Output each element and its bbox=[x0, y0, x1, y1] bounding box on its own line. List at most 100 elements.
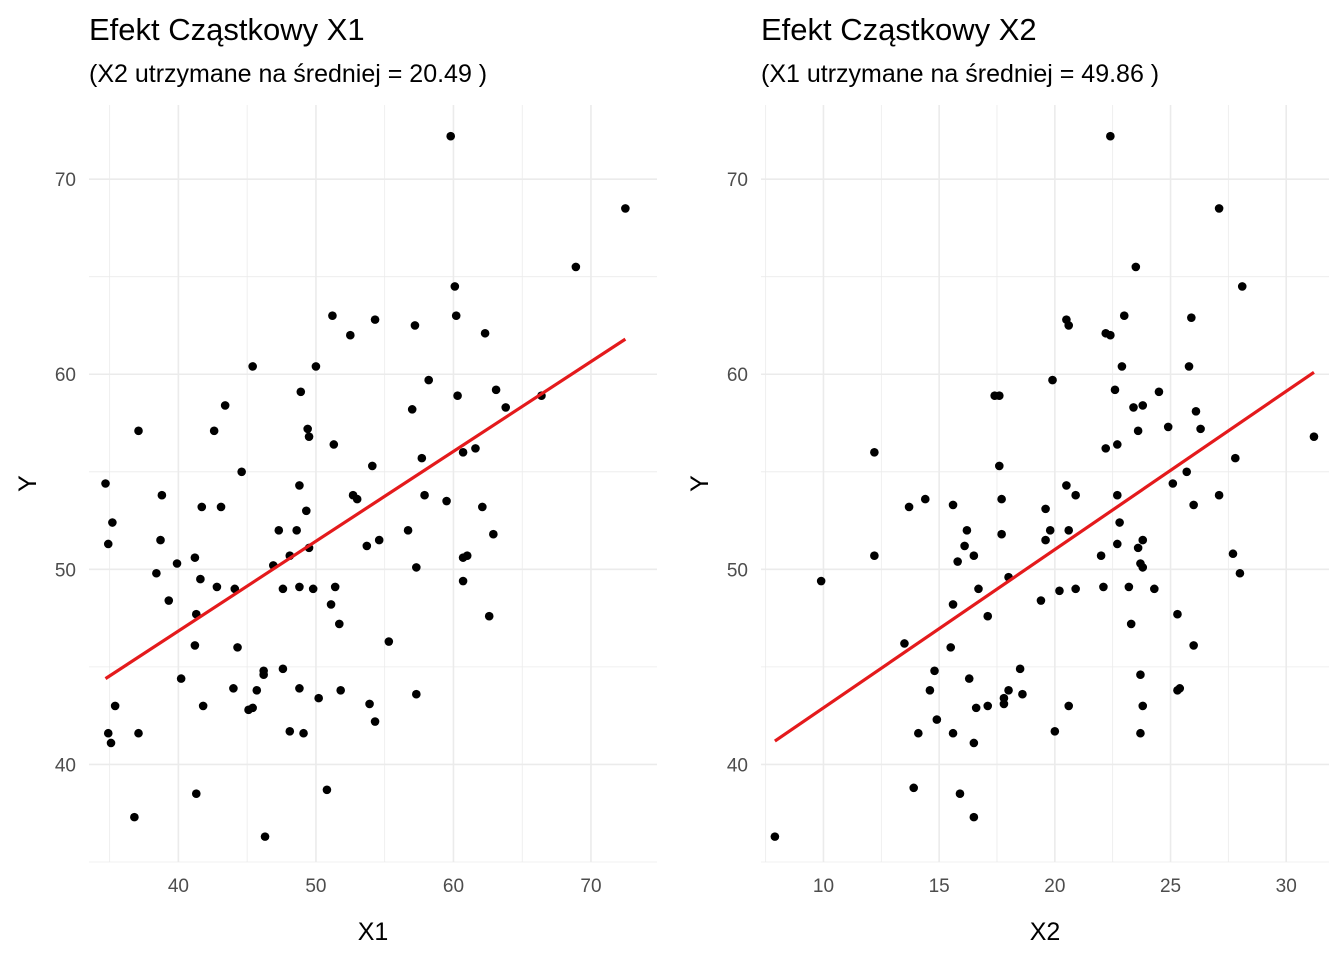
data-point bbox=[260, 832, 270, 841]
data-point bbox=[1115, 518, 1124, 527]
data-point bbox=[110, 701, 120, 711]
data-point bbox=[451, 311, 461, 321]
data-point bbox=[314, 693, 323, 703]
scatter-plot-x2: 10 15 20 25 30 40 50 60 70 X2 Y bbox=[686, 105, 1329, 946]
data-point bbox=[352, 494, 362, 504]
data-point bbox=[1133, 543, 1143, 553]
data-point bbox=[108, 518, 117, 527]
data-point bbox=[900, 639, 909, 648]
data-point bbox=[1173, 609, 1182, 619]
data-point bbox=[410, 321, 420, 330]
data-point bbox=[953, 557, 962, 566]
data-point bbox=[233, 643, 242, 652]
y-axis-label: Y bbox=[686, 475, 714, 492]
data-point bbox=[955, 789, 965, 799]
data-point bbox=[946, 643, 956, 652]
data-point bbox=[458, 576, 468, 586]
data-point bbox=[1064, 701, 1074, 711]
data-point bbox=[870, 447, 879, 457]
data-point bbox=[368, 461, 377, 471]
x-tick-label: 10 bbox=[813, 876, 834, 897]
data-point bbox=[420, 490, 429, 500]
data-point bbox=[1191, 407, 1201, 416]
data-point bbox=[983, 611, 993, 621]
data-point bbox=[1214, 490, 1224, 500]
grid bbox=[89, 105, 657, 863]
data-point bbox=[384, 637, 394, 646]
data-point bbox=[930, 666, 939, 676]
data-point bbox=[1136, 728, 1145, 738]
data-point bbox=[285, 726, 295, 736]
data-point bbox=[259, 670, 268, 680]
data-point bbox=[997, 494, 1006, 504]
data-point bbox=[346, 330, 355, 340]
data-point bbox=[1041, 504, 1050, 514]
data-point bbox=[299, 728, 308, 738]
data-point bbox=[1196, 424, 1205, 434]
chart-subtitle: (X1 utrzymane na średniej = 49.86 ) bbox=[761, 60, 1160, 88]
data-point bbox=[1230, 453, 1240, 463]
data-point bbox=[365, 699, 374, 709]
y-tick-label: 40 bbox=[55, 755, 76, 776]
data-point bbox=[478, 502, 487, 512]
data-point bbox=[329, 440, 339, 449]
data-point bbox=[417, 453, 427, 463]
data-point bbox=[301, 506, 311, 516]
data-point bbox=[997, 529, 1006, 539]
data-point bbox=[134, 426, 143, 436]
data-point bbox=[304, 432, 314, 441]
data-point bbox=[462, 551, 472, 560]
data-point bbox=[870, 551, 879, 560]
data-point bbox=[1004, 686, 1013, 695]
data-point bbox=[1036, 596, 1046, 605]
data-point bbox=[252, 686, 262, 695]
data-point bbox=[969, 812, 979, 822]
data-point bbox=[484, 611, 494, 621]
data-point bbox=[296, 387, 306, 397]
y-tick-label: 60 bbox=[55, 365, 76, 386]
data-point bbox=[303, 424, 312, 434]
y-axis-label: Y bbox=[14, 475, 42, 492]
data-point bbox=[1214, 204, 1224, 213]
data-point bbox=[1235, 568, 1245, 578]
data-point bbox=[1138, 535, 1148, 545]
data-point bbox=[969, 738, 979, 748]
data-point bbox=[152, 568, 161, 578]
data-point bbox=[190, 641, 200, 650]
data-point bbox=[370, 717, 380, 726]
data-point bbox=[374, 535, 384, 545]
data-point bbox=[1124, 582, 1134, 592]
data-point bbox=[446, 131, 456, 141]
data-point bbox=[770, 832, 780, 841]
data-point bbox=[909, 783, 919, 793]
panel-x1: Efekt Cząstkowy X1 (X2 utrzymane na śred… bbox=[14, 12, 657, 946]
y-tick-label: 70 bbox=[55, 170, 76, 191]
data-point bbox=[621, 204, 630, 213]
data-point bbox=[295, 684, 304, 693]
data-point bbox=[1182, 467, 1192, 477]
data-point bbox=[1113, 440, 1122, 449]
data-point bbox=[278, 664, 288, 674]
points bbox=[101, 131, 630, 841]
data-point bbox=[948, 500, 958, 510]
y-tick-label: 40 bbox=[727, 755, 748, 776]
data-point bbox=[295, 481, 304, 490]
data-point bbox=[974, 584, 983, 594]
data-point bbox=[1150, 584, 1159, 594]
data-point bbox=[176, 674, 186, 683]
data-point bbox=[1133, 426, 1143, 436]
data-point bbox=[1228, 549, 1238, 559]
data-point bbox=[220, 401, 230, 410]
data-point bbox=[1106, 330, 1115, 340]
data-point bbox=[1071, 584, 1080, 594]
data-point bbox=[1131, 262, 1141, 272]
data-point bbox=[1106, 131, 1115, 141]
data-point bbox=[134, 728, 143, 738]
data-point bbox=[1136, 670, 1145, 680]
data-point bbox=[1126, 619, 1136, 629]
data-point bbox=[1189, 500, 1198, 510]
data-point bbox=[453, 391, 462, 401]
data-point bbox=[450, 282, 460, 291]
data-point bbox=[130, 812, 139, 822]
data-point bbox=[1064, 526, 1074, 535]
